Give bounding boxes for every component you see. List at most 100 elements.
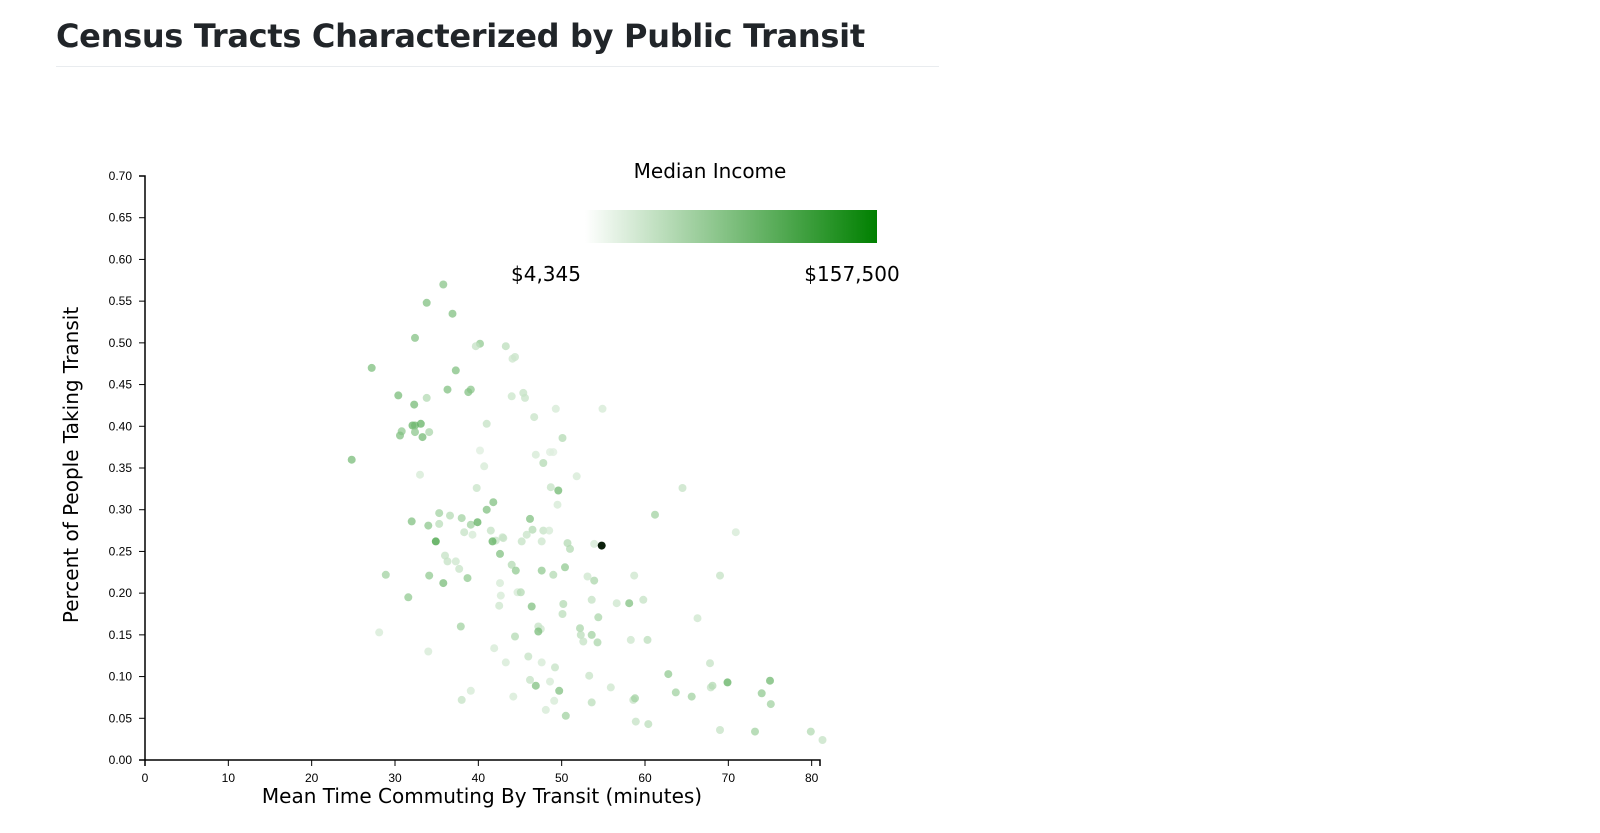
data-point bbox=[643, 635, 652, 644]
x-tick-label: 40 bbox=[472, 771, 486, 785]
x-tick-label: 60 bbox=[638, 771, 652, 785]
data-point bbox=[511, 566, 520, 575]
data-point bbox=[394, 391, 403, 400]
data-point bbox=[411, 333, 419, 342]
data-point bbox=[664, 670, 673, 679]
data-point bbox=[476, 446, 484, 455]
data-point bbox=[439, 579, 448, 588]
data-point bbox=[651, 510, 659, 519]
y-tick-label: 0.45 bbox=[109, 378, 133, 392]
data-point bbox=[566, 544, 574, 553]
data-point bbox=[561, 563, 569, 572]
data-point bbox=[507, 560, 516, 569]
data-point bbox=[407, 517, 416, 526]
data-point bbox=[410, 400, 419, 409]
data-point bbox=[751, 727, 759, 736]
data-point bbox=[375, 628, 384, 637]
data-point bbox=[473, 518, 482, 527]
data-point bbox=[451, 557, 460, 566]
data-point bbox=[554, 486, 563, 495]
data-point bbox=[818, 736, 827, 744]
data-point bbox=[706, 659, 714, 668]
data-point bbox=[598, 404, 607, 413]
y-tick-label: 0.40 bbox=[109, 419, 133, 433]
data-point bbox=[558, 434, 567, 442]
data-point bbox=[549, 448, 558, 457]
data-point bbox=[631, 694, 639, 703]
data-point bbox=[435, 509, 444, 518]
data-point bbox=[526, 514, 534, 523]
data-point bbox=[439, 280, 448, 289]
data-point bbox=[612, 599, 621, 608]
data-point bbox=[531, 450, 540, 459]
data-point bbox=[443, 385, 452, 394]
data-point bbox=[587, 595, 596, 604]
data-point bbox=[466, 520, 475, 529]
data-point bbox=[471, 342, 480, 351]
data-point bbox=[472, 484, 481, 492]
data-point bbox=[585, 671, 594, 680]
data-point bbox=[541, 705, 550, 714]
data-point bbox=[678, 484, 687, 492]
data-point bbox=[606, 683, 615, 692]
data-point bbox=[559, 600, 568, 608]
data-point bbox=[524, 652, 533, 661]
data-point bbox=[416, 470, 424, 479]
data-point bbox=[468, 530, 477, 539]
data-point bbox=[537, 537, 546, 546]
y-tick-label: 0.10 bbox=[109, 670, 133, 684]
data-point bbox=[583, 572, 592, 581]
data-point bbox=[716, 571, 724, 580]
data-point bbox=[806, 727, 815, 736]
data-point bbox=[551, 663, 559, 672]
data-point bbox=[496, 549, 504, 558]
data-point bbox=[537, 658, 546, 667]
data-point bbox=[425, 571, 434, 580]
x-tick-label: 30 bbox=[388, 771, 402, 785]
data-point bbox=[381, 570, 390, 579]
y-tick-label: 0.70 bbox=[109, 169, 133, 183]
data-point bbox=[561, 711, 570, 720]
data-point bbox=[490, 644, 499, 653]
y-tick-label: 0.25 bbox=[109, 544, 133, 558]
data-point bbox=[457, 695, 466, 704]
data-point bbox=[507, 392, 516, 401]
data-point bbox=[630, 571, 639, 580]
data-point bbox=[587, 698, 596, 707]
color-legend: Median Income $4,345 $157,500 bbox=[511, 159, 900, 286]
data-point bbox=[708, 681, 717, 690]
legend-gradient-bar bbox=[585, 210, 877, 243]
data-point bbox=[590, 539, 599, 548]
data-point bbox=[723, 678, 732, 687]
data-point bbox=[687, 692, 696, 701]
x-tick-label: 0 bbox=[142, 771, 149, 785]
page-header: Census Tracts Characterized by Public Tr… bbox=[56, 14, 939, 67]
data-point bbox=[511, 632, 519, 641]
data-point bbox=[431, 537, 440, 546]
data-point bbox=[367, 363, 376, 372]
data-point bbox=[482, 505, 491, 514]
data-point bbox=[422, 298, 431, 307]
data-point bbox=[496, 591, 505, 600]
x-tick-label: 70 bbox=[722, 771, 736, 785]
data-point bbox=[766, 676, 774, 685]
data-point bbox=[482, 419, 491, 428]
data-point bbox=[404, 593, 413, 602]
data-point bbox=[457, 514, 466, 523]
data-point bbox=[411, 428, 419, 437]
data-point bbox=[558, 610, 567, 618]
y-tick-label: 0.30 bbox=[109, 503, 133, 517]
data-point bbox=[731, 528, 740, 537]
page-title: Census Tracts Characterized by Public Tr… bbox=[56, 17, 865, 55]
x-axis-line bbox=[144, 759, 821, 766]
data-point bbox=[576, 624, 584, 633]
data-point bbox=[448, 309, 457, 318]
y-axis: 0.00 0.05 0.10 0.15 0.20 0.25 0.30 0.35 0.40 0.45… bbox=[109, 169, 146, 767]
data-point bbox=[509, 692, 518, 701]
data-point bbox=[516, 588, 525, 597]
data-point bbox=[416, 419, 425, 428]
data-point bbox=[496, 579, 504, 588]
data-point bbox=[593, 638, 602, 647]
data-point bbox=[422, 393, 431, 402]
